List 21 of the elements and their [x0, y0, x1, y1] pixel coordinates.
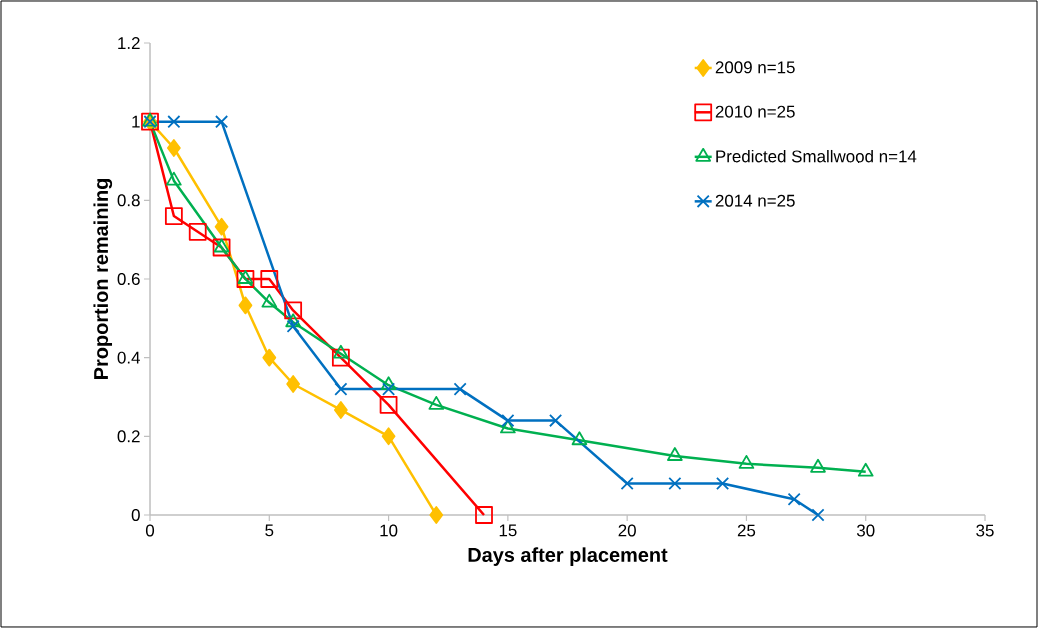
x-tick-label: 15 — [499, 524, 517, 537]
x-tick-label: 0 — [145, 524, 155, 537]
x-tick-label: 25 — [737, 524, 756, 537]
x-tick-label: 35 — [976, 524, 994, 537]
y-tick-label: 0 — [131, 508, 140, 521]
y-tick-label: 0.8 — [117, 194, 140, 207]
legend-label: Predicted Smallwood n=14 — [716, 149, 917, 163]
y-tick-label: 0.6 — [117, 272, 140, 285]
legend-label: 2009 n=15 — [715, 61, 795, 74]
x-tick-label: 30 — [856, 524, 875, 537]
y-tick-label: 0.2 — [117, 430, 140, 443]
y-tick-label: 1 — [132, 115, 140, 128]
x-tick-label: 5 — [265, 524, 274, 537]
y-tick-label: 1.2 — [118, 37, 140, 49]
x-tick-label: 20 — [618, 524, 636, 537]
legend-label: 2010 n=25 — [715, 105, 795, 118]
x-axis-title: Days after placement — [468, 547, 668, 566]
y-tick-label: 0.4 — [117, 351, 140, 364]
x-tick-label: 10 — [380, 524, 398, 537]
y-axis-title: Proportion remaining — [93, 179, 113, 379]
legend-label: 2014 n=25 — [715, 194, 795, 207]
